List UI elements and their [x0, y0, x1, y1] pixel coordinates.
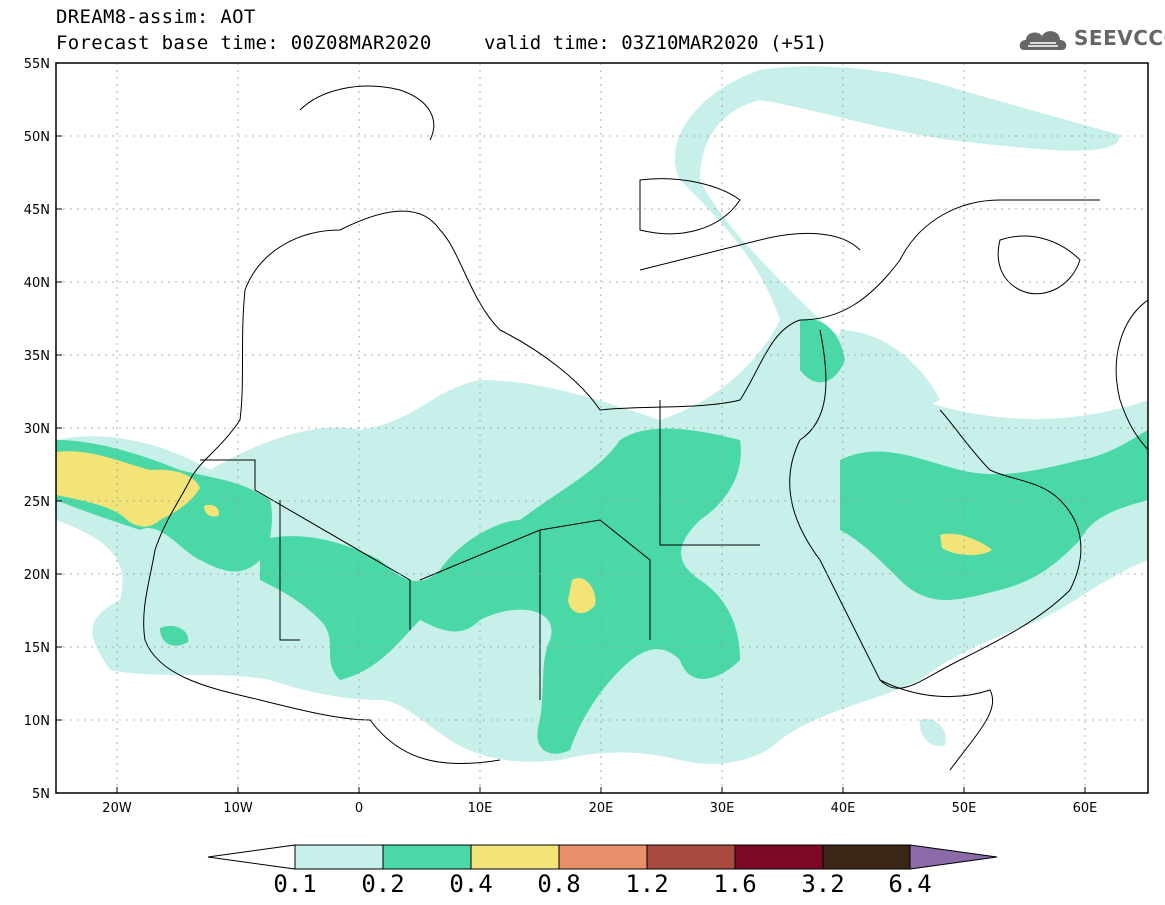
aot-band-high — [56, 451, 992, 614]
graticule — [56, 63, 1148, 793]
lat-label: 10N — [24, 714, 50, 729]
lon-label: 20E — [589, 801, 614, 816]
lat-label: 45N — [24, 203, 50, 218]
cloud-logo-icon — [1019, 31, 1067, 50]
colorbar-lower-arrow — [207, 844, 296, 870]
lat-label: 25N — [24, 495, 50, 510]
colorbar-label: 1.2 — [625, 870, 669, 898]
longitude-labels: 20W 10W 0 10E 20E 30E 40E 50E 60E — [102, 801, 1097, 816]
colorbar-label: 1.6 — [713, 870, 757, 898]
colorbar-upper-arrow — [909, 844, 998, 870]
lon-label: 40E — [831, 801, 856, 816]
aot-band-medium — [56, 319, 1148, 754]
lon-label: 60E — [1073, 801, 1098, 816]
colorbar-swatch — [470, 844, 560, 870]
lon-label: 20W — [102, 801, 132, 816]
colorbar-label: 0.2 — [361, 870, 405, 898]
map-title: DREAM8-assim: AOT — [56, 6, 256, 28]
lon-label: 10E — [468, 801, 493, 816]
colorbar-label: 0.1 — [273, 870, 317, 898]
colorbar-swatch — [294, 844, 384, 870]
lat-label: 40N — [24, 276, 50, 291]
colorbar-label: 0.4 — [449, 870, 493, 898]
colorbar — [207, 844, 998, 870]
colorbar-swatch — [382, 844, 472, 870]
lon-label: 50E — [952, 801, 977, 816]
axis-ticks — [56, 135, 1086, 793]
lat-label: 30N — [24, 422, 50, 437]
lat-label: 35N — [24, 349, 50, 364]
forecast-base-time: Forecast base time: 00Z08MAR2020 — [56, 32, 432, 54]
colorbar-swatch — [646, 844, 736, 870]
aot-shading — [56, 66, 1148, 764]
lat-label: 15N — [24, 641, 50, 656]
lat-label: 50N — [24, 130, 50, 145]
lon-label: 10W — [223, 801, 253, 816]
colorbar-swatch — [558, 844, 648, 870]
valid-time: valid time: 03Z10MAR2020 (+51) — [484, 32, 828, 54]
lat-label: 55N — [24, 57, 50, 72]
lon-label: 30E — [710, 801, 735, 816]
lat-label: 20N — [24, 568, 50, 583]
colorbar-label: 6.4 — [888, 870, 932, 898]
colorbar-swatch — [734, 844, 824, 870]
colorbar-label: 3.2 — [801, 870, 845, 898]
lon-label: 0 — [355, 801, 363, 816]
colorbar-label: 0.8 — [537, 870, 581, 898]
coastlines — [143, 85, 1148, 771]
colorbar-swatch — [822, 844, 911, 870]
latitude-labels: 55N 50N 45N 40N 35N 30N 25N 20N 15N 10N … — [24, 57, 50, 802]
logo-text: SEEVCCC — [1074, 26, 1165, 50]
lat-label: 5N — [32, 787, 50, 802]
